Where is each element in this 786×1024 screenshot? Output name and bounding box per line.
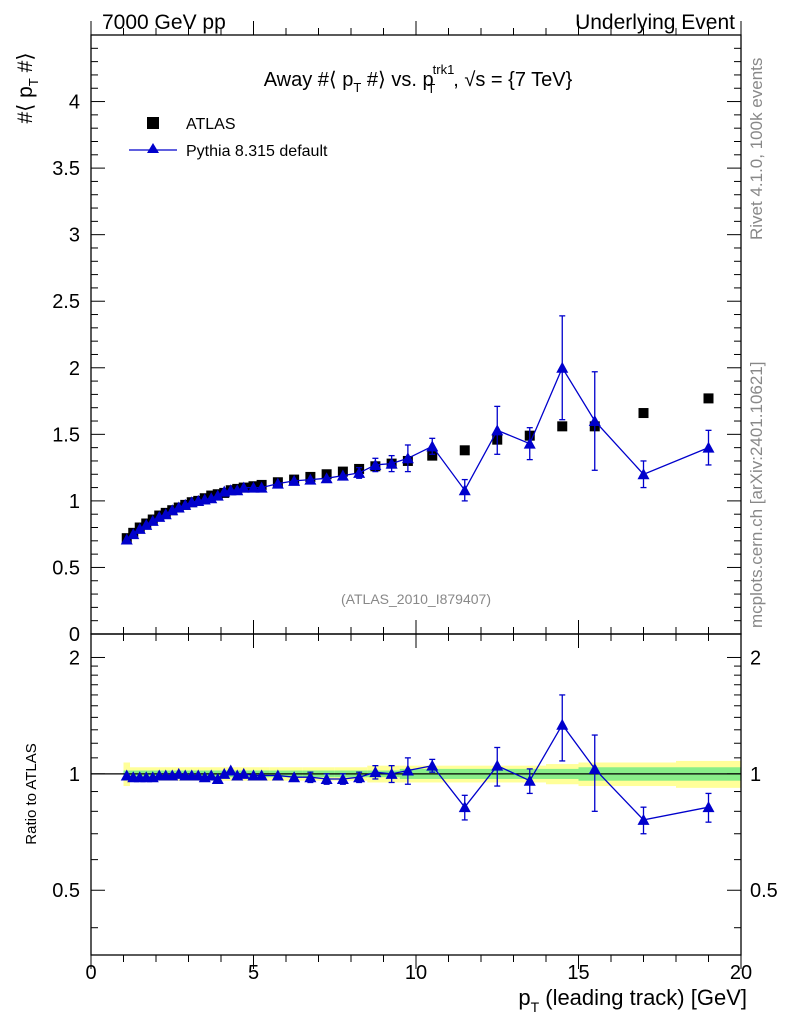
pythia-point [247,481,260,493]
legend-atlas-label: ATLAS [186,116,236,133]
ratio-y-tick-label: 0.5 [52,880,80,902]
atlas-point [703,393,714,404]
ratio-point [211,772,224,784]
ratio-point [556,718,569,730]
top-y-tick-label: 3 [69,225,80,247]
top-y-tick-label: 0 [69,624,80,646]
pythia-point [133,522,146,534]
pythia-point [146,514,159,526]
ratio-ylabel: Ratio to ATLAS [23,743,40,844]
x-axis-title: pT (leading track) [GeV] [518,985,747,1015]
ratio-panel-frame [90,633,742,956]
ratio-y-tick-label-right: 0.5 [750,880,778,902]
pythia-point [288,474,301,486]
header-left: 7000 GeV pp [102,11,226,34]
pythia-point [556,361,569,373]
pythia-point [401,452,414,464]
top-y-tick-label: 4 [69,92,80,114]
top-y-tick-label: 0.5 [52,557,80,579]
legend: ATLAS Pythia 8.315 default [129,116,328,160]
axes: 0 5 10 15 20 0 0.5 1 1.5 2 2.5 3 3.5 4 0.5 0.5 1 1 2 2 [52,21,778,984]
ratio-point [385,767,398,779]
ratio-point [523,774,536,786]
legend-pythia-marker [147,143,159,153]
ratio-point [237,767,250,779]
ratio-point [271,769,284,781]
top-y-tick-label: 2 [69,358,80,380]
ratio-point [304,771,317,783]
header-right: Underlying Event [575,11,735,34]
pythia-point [385,457,398,469]
ratio-point [426,759,439,771]
legend-atlas-marker [147,117,159,129]
pythia-point [140,518,153,530]
ratio-point [320,772,333,784]
pythia-point [702,441,715,453]
ratio-point [247,769,260,781]
data-series [120,315,715,835]
ratio-y-tick-label-right: 1 [750,764,761,786]
pythia-point [523,437,536,449]
top-ylabel: #⟨ pT #⟩ [14,52,41,123]
top-y-tick-label: 1.5 [52,424,80,446]
pythia-point [304,473,317,485]
ratio-point [288,771,301,783]
ratio-point [491,759,504,771]
x-tick-label: 20 [730,962,752,984]
top-y-tick-label: 2.5 [52,291,80,313]
mcplots-label: mcplots.cern.ch [arXiv:2401.10621] [747,362,766,628]
pythia-point [127,528,140,540]
pythia-point [320,472,333,484]
top-y-tick-label: 3.5 [52,158,80,180]
pythia-point [271,477,284,489]
pythia-line [126,366,709,541]
analysis-watermark: (ATLAS_2010_I879407) [341,591,491,607]
pythia-point [458,484,471,496]
ratio-point [353,771,366,783]
ratio-y-tick-label-right: 2 [750,647,761,669]
pythia-point [120,533,133,545]
ratio-point [401,764,414,776]
x-tick-label: 5 [248,962,259,984]
x-tick-label: 0 [85,962,96,984]
ratio-point [255,769,268,781]
pythia-point [255,481,268,493]
ratio-y-tick-label: 1 [69,764,80,786]
atlas-point [459,445,470,456]
ratio-point [369,766,382,778]
ratio-point [458,801,471,813]
pythia-point [588,415,601,427]
ratio-y-tick-label: 2 [69,647,80,669]
top-y-tick-label: 1 [69,491,80,513]
pythia-point [211,489,224,501]
atlas-point [427,450,438,461]
pythia-point [159,508,172,520]
ratio-point [702,801,715,813]
main-title: Away #⟨ pT #⟩ vs. ptrk1 T, √s = {7 TeV} [264,62,573,96]
pythia-point [336,469,349,481]
rivet-label: Rivet 4.1.0, 100k events [747,58,766,240]
atlas-point [557,421,568,432]
ratio-point [637,813,650,825]
ratio-point [224,764,237,776]
pythia-point [426,440,439,452]
legend-pythia-label: Pythia 8.315 default [186,143,328,160]
pythia-point [237,481,250,493]
pythia-point [369,458,382,470]
pythia-point [353,466,366,478]
ratio-point [205,769,218,781]
pythia-point [491,424,504,436]
ratio-point [336,772,349,784]
x-tick-label: 15 [567,962,589,984]
ratio-point [588,762,601,774]
ratio-point [218,767,231,779]
x-tick-label: 10 [405,962,427,984]
atlas-point [638,408,649,419]
pythia-point [637,468,650,480]
